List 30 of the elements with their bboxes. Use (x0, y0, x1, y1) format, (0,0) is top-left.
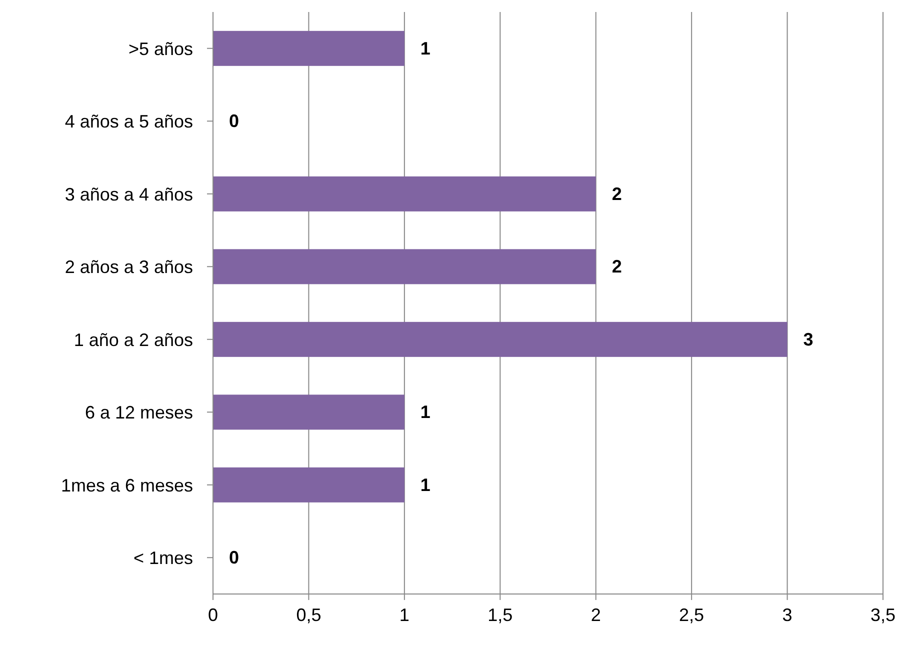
bar (213, 30, 404, 66)
y-tick-label: 6 a 12 meses (84, 402, 193, 423)
bar (213, 322, 788, 357)
data-label: 0 (229, 111, 240, 132)
y-tick-label: 2 años a 3 años (64, 257, 193, 278)
y-tick-label: < 1mes (133, 548, 193, 568)
x-tick-label: 0,5 (296, 604, 322, 625)
x-tick-label: 2,5 (679, 604, 704, 625)
y-tick-label: 1mes a 6 meses (60, 475, 193, 496)
y-tick-label: 4 años a 5 años (64, 112, 193, 132)
bar (213, 467, 404, 502)
data-label: 2 (612, 256, 622, 277)
x-tick-label: 2 (590, 604, 601, 625)
x-tick-label: 1,5 (488, 604, 513, 625)
data-label: 1 (420, 474, 430, 495)
x-tick-label: 3,5 (870, 604, 896, 625)
data-label: 1 (420, 402, 430, 422)
y-tick-label: 3 años a 4 años (64, 184, 193, 204)
bar (213, 176, 596, 212)
x-tick-label: 1 (399, 604, 410, 625)
x-tick-label: 0 (208, 604, 218, 625)
data-label: 3 (803, 329, 814, 350)
bar (213, 249, 596, 284)
bar (213, 394, 404, 430)
data-label: 1 (420, 38, 430, 58)
data-label: 2 (612, 184, 622, 204)
y-tick-label: 1 año a 2 años (74, 330, 193, 350)
x-tick-label: 3 (782, 604, 792, 625)
y-tick-label: >5 años (128, 38, 193, 59)
data-label: 0 (229, 548, 240, 568)
